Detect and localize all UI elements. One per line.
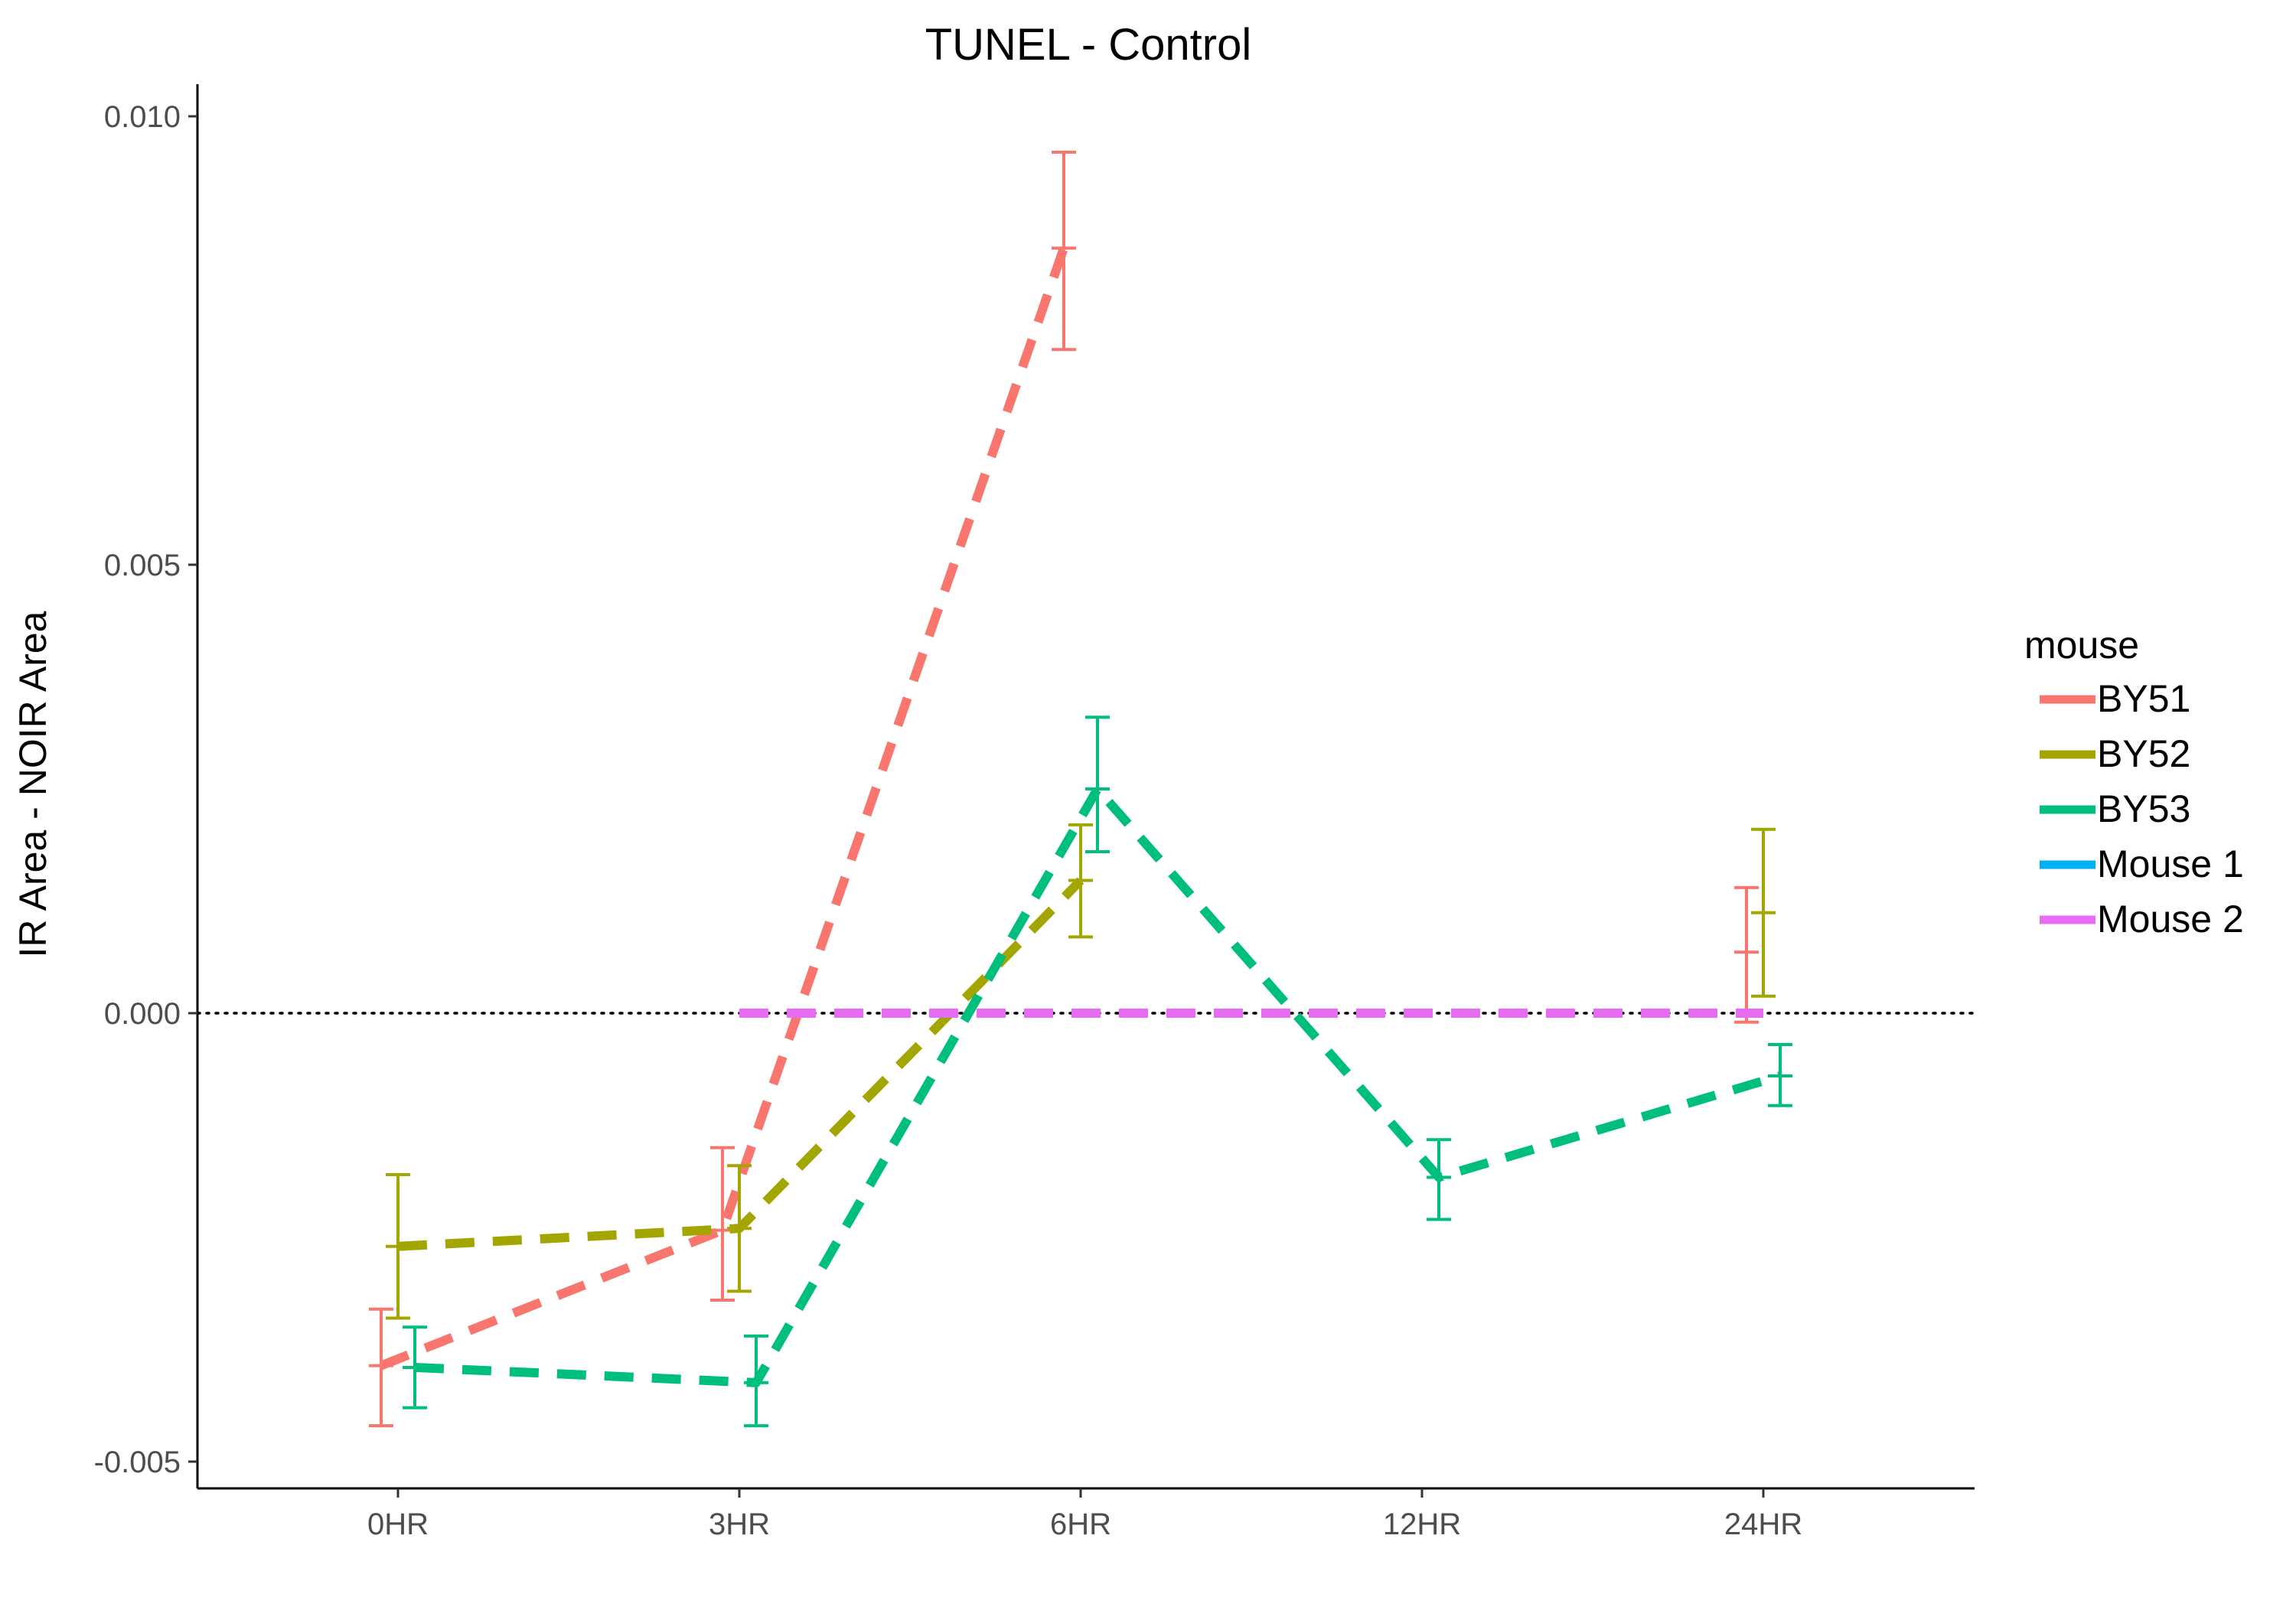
legend-item-by52: BY52	[2040, 732, 2190, 775]
series-by51	[369, 150, 1759, 1428]
legend-title: mouse	[2024, 624, 2139, 667]
error-bar-by53	[1085, 715, 1110, 854]
plot-area: -0.005 0.000 0.005 0.010 0HR 3HR 6HR 12HR 24HR	[94, 84, 1976, 1541]
error-bar-by51	[1052, 150, 1076, 351]
legend-label-by51: BY51	[2097, 677, 2190, 720]
legend-item-by51: BY51	[2040, 677, 2190, 720]
y-tick-label: -0.005	[94, 1446, 181, 1479]
legend-label-by53: BY53	[2097, 787, 2190, 830]
y-axis: -0.005 0.000 0.005 0.010	[94, 84, 199, 1488]
legend: mouse BY51 BY52 BY53 Mouse 1 Mouse 2	[2024, 624, 2244, 940]
legend-item-by53: BY53	[2040, 787, 2190, 830]
error-bar-by52	[727, 1164, 752, 1293]
x-tick-label: 12HR	[1383, 1508, 1461, 1541]
legend-label-mouse-1: Mouse 1	[2097, 843, 2244, 885]
series-by52	[386, 823, 1776, 1320]
y-tick-label: 0.005	[104, 549, 181, 582]
error-bar-by53	[1427, 1138, 1451, 1221]
x-tick-label: 3HR	[709, 1508, 770, 1541]
error-bar-by51	[1734, 885, 1759, 1024]
series-line-by53	[414, 784, 1782, 1387]
series-by53	[403, 715, 1792, 1428]
y-tick-label: 0.000	[104, 997, 181, 1031]
error-bar-by53	[403, 1325, 427, 1410]
error-bar-by51	[369, 1307, 393, 1428]
x-tick-label: 0HR	[367, 1508, 429, 1541]
legend-label-by52: BY52	[2097, 732, 2190, 775]
legend-items: BY51 BY52 BY53 Mouse 1 Mouse 2	[2040, 677, 2244, 940]
legend-label-mouse-2: Mouse 2	[2097, 898, 2244, 940]
chart-title: TUNEL - Control	[925, 20, 1252, 70]
x-axis: 0HR 3HR 6HR 12HR 24HR	[197, 1487, 1975, 1541]
error-bar-by52	[1068, 823, 1093, 939]
legend-item-mouse-2: Mouse 2	[2040, 898, 2244, 940]
error-bar-by53	[1768, 1043, 1792, 1107]
legend-item-mouse-1: Mouse 1	[2040, 843, 2244, 885]
error-bar-by52	[386, 1172, 410, 1320]
series-line-by51	[379, 246, 1068, 1371]
x-tick-label: 6HR	[1050, 1508, 1111, 1541]
series-layer	[369, 150, 1792, 1428]
y-tick-label: 0.010	[104, 100, 181, 134]
error-bar-by53	[744, 1334, 768, 1428]
error-bar-by52	[1751, 827, 1776, 998]
y-axis-title: IR Area - NOIR Area	[11, 611, 54, 957]
x-tick-label: 24HR	[1724, 1508, 1802, 1541]
error-bar-by51	[710, 1146, 735, 1302]
